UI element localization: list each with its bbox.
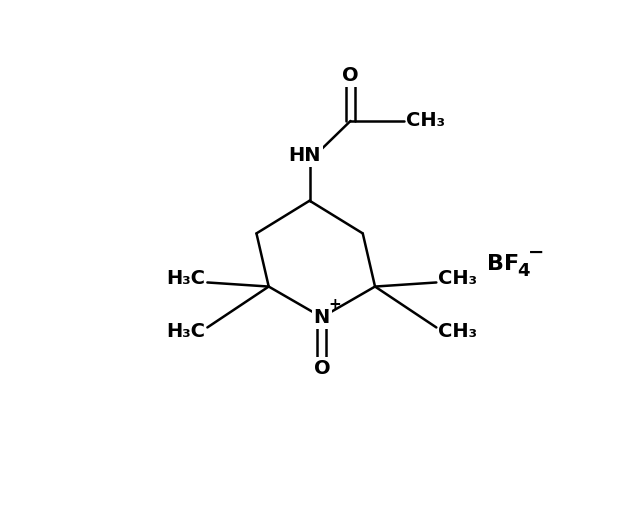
Text: O: O — [342, 66, 359, 85]
Text: O: O — [314, 359, 330, 378]
Text: N: N — [314, 308, 330, 327]
Text: +: + — [328, 297, 341, 312]
Text: CH₃: CH₃ — [438, 322, 477, 341]
Text: 4: 4 — [517, 262, 529, 280]
Text: −: − — [529, 243, 545, 262]
Text: HN: HN — [289, 146, 321, 165]
Text: H₃C: H₃C — [166, 269, 205, 288]
Text: H₃C: H₃C — [166, 322, 205, 341]
Text: CH₃: CH₃ — [438, 269, 477, 288]
Text: CH₃: CH₃ — [406, 112, 445, 131]
Text: BF: BF — [488, 254, 520, 274]
